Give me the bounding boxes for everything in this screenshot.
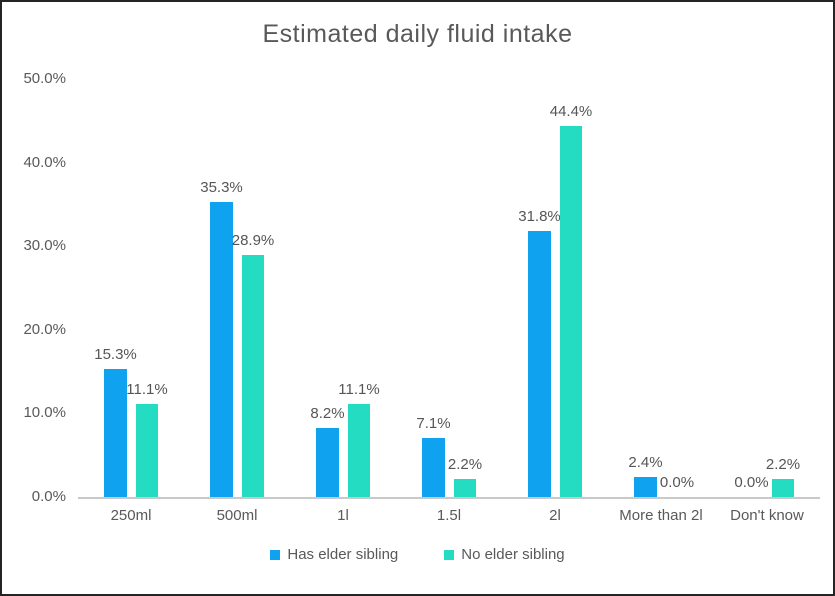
bar-value-label: 0.0% [734,474,769,491]
y-tick-label: 20.0% [23,320,66,338]
bar-value-label: 11.1% [126,381,168,399]
bar-value-label: 28.9% [231,232,275,250]
bar-value-label: 7.1% [416,414,451,432]
x-tick-label: 2l [549,507,561,524]
legend-swatch [270,549,281,560]
x-tick-label: 1l [337,507,349,524]
legend: Has elder sibling No elder sibling [0,546,835,563]
y-tick-label: 30.0% [23,237,66,255]
bar-value-label: 15.3% [94,346,137,364]
bar [348,404,370,497]
y-tick-label: 0.0% [31,488,66,505]
x-tick-label: More than 2l [619,507,703,524]
y-tick-label: 10.0% [23,404,66,422]
bar [316,428,339,497]
bar-value-label: 8.2% [310,405,345,423]
chart-title: Estimated daily fluid intake [262,20,573,48]
legend-item: Has elder sibling [270,546,398,563]
bar [454,478,476,497]
bar [528,231,551,497]
bar [422,437,445,497]
bar-value-label: 35.3% [200,178,243,196]
bar [210,201,233,497]
bar-value-label: 2.4% [628,453,663,471]
bar [104,369,127,497]
legend-swatch [444,549,455,560]
bar [136,404,158,497]
x-tick-label: 500ml [216,507,258,524]
bar-value-label: 0.0% [659,474,695,491]
bar-value-label: 31.8% [518,208,561,226]
legend-label: No elder sibling [461,546,565,563]
bar [772,478,794,497]
legend-item: No elder sibling [444,546,565,563]
x-tick-label: 1.5l [436,507,462,524]
bar-value-label: 2.2% [765,455,801,473]
bar-value-label: 2.2% [447,455,483,473]
bar-value-label: 11.1% [338,381,380,399]
bar [634,476,657,497]
x-tick-label: 250ml [110,507,152,524]
bar [560,125,582,497]
bar-value-label: 44.4% [549,102,593,120]
legend-label: Has elder sibling [287,546,399,563]
y-tick-label: 50.0% [23,70,66,87]
x-tick-label: Don't know [730,507,804,524]
plot-area [78,79,820,499]
y-tick-label: 40.0% [23,153,66,171]
bar [242,255,264,497]
